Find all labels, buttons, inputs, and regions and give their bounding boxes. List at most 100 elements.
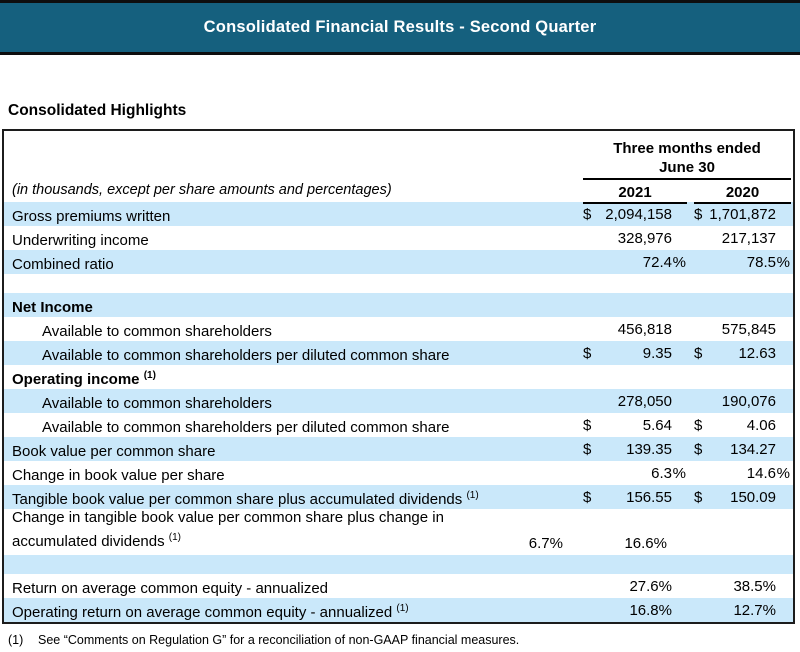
table-header: Three months ended June 30 2021 2020 (in… [4, 131, 793, 204]
row-label: Tangible book value per common share plu… [4, 486, 583, 509]
row-label-text: Tangible book value per common share plu… [12, 490, 463, 508]
value-text: 156.55 [626, 488, 672, 506]
row-label-text: Return on average common equity - annual… [12, 579, 329, 597]
row-label-text: Available to common shareholders per dil… [42, 346, 450, 364]
value-2021: 278,050 [583, 393, 687, 410]
period-header: Three months ended June 30 2021 2020 [583, 131, 791, 204]
footnote-ref: (1) [143, 369, 156, 381]
row-label: Underwriting income [4, 227, 583, 250]
value-text: 2,094,158 [605, 205, 672, 223]
section-label: Operating income (1) [4, 366, 791, 389]
dollar-sign: $ [694, 416, 703, 434]
value-2021: 456,818 [583, 321, 687, 338]
table-row: Combined ratio 72.4% 78.5% [4, 250, 793, 274]
section-row: Net Income [4, 293, 793, 317]
title-banner: Consolidated Financial Results - Second … [0, 0, 800, 55]
value-text: 12.7% [733, 601, 776, 619]
section-heading: Consolidated Highlights [8, 102, 187, 119]
value-2020: $4.06 [694, 417, 791, 434]
value-text: 278,050 [617, 392, 672, 410]
period-line-1: Three months ended [613, 140, 761, 157]
percent-sign: % [672, 253, 686, 271]
value-text: 12.63 [738, 344, 776, 362]
value-text: 134.27 [730, 440, 776, 458]
table-row: Tangible book value per common share plu… [4, 485, 793, 509]
value-text: 16.6% [624, 535, 667, 552]
value-text: 150.09 [730, 488, 776, 506]
value-text: 217,137 [721, 229, 776, 247]
row-label-text: Combined ratio [12, 255, 114, 273]
value-2020: 575,845 [694, 321, 791, 338]
row-label-text: Change in tangible book value per common… [12, 509, 444, 550]
value-text: 27.6% [629, 577, 672, 595]
value-text: 1,701,872 [709, 205, 776, 223]
value-2021: $9.35 [583, 345, 687, 362]
dollar-sign: $ [694, 344, 703, 362]
row-label: Gross premiums written [4, 203, 583, 226]
table-row: Book value per common share $139.35 $134… [4, 437, 793, 461]
row-label: Available to common shareholders per dil… [4, 414, 583, 437]
value-2020: 14.6% [694, 465, 791, 482]
value-text: 16.8% [629, 601, 672, 619]
value-text: 72.4 [642, 253, 672, 271]
value-2021: $139.35 [583, 441, 687, 458]
row-label: Book value per common share [4, 438, 583, 461]
table-row: Available to common shareholders 456,818… [4, 317, 793, 341]
dollar-sign: $ [583, 416, 592, 434]
value-2020: 38.5% [694, 578, 791, 595]
column-header-2020: 2020 [694, 180, 791, 204]
value-text: 6.3 [651, 464, 672, 482]
value-2020: $1,701,872 [694, 206, 791, 223]
value-2021: $2,094,158 [583, 206, 687, 223]
financial-highlights-table: Three months ended June 30 2021 2020 (in… [2, 129, 795, 624]
row-label-text: Available to common shareholders per dil… [42, 418, 450, 436]
value-text: 14.6 [746, 464, 776, 482]
row-label-text: Available to common shareholders [42, 394, 272, 412]
period-header-text: Three months ended June 30 [583, 131, 791, 180]
value-2021: 328,976 [583, 230, 687, 247]
table-row: Gross premiums written $2,094,158 $1,701… [4, 202, 793, 226]
row-label-text: Gross premiums written [12, 207, 171, 225]
year-columns: 2021 2020 [583, 180, 791, 204]
value-2021: $156.55 [583, 489, 687, 506]
dollar-sign: $ [583, 488, 592, 506]
value-text: 190,076 [721, 392, 776, 410]
column-header-2021: 2021 [583, 180, 687, 204]
value-text: 5.64 [642, 416, 672, 434]
table-row: Available to common shareholders 278,050… [4, 389, 793, 413]
table-row: Underwriting income 328,976 217,137 [4, 226, 793, 250]
value-2021: 27.6% [583, 578, 687, 595]
value-text: 78.5 [746, 253, 776, 271]
value-2020: 217,137 [694, 230, 791, 247]
percent-sign: % [776, 464, 790, 482]
footnote-text: See “Comments on Regulation G” for a rec… [38, 633, 520, 647]
section-label-text: Operating income [12, 370, 140, 388]
value-text: 4.06 [746, 416, 776, 434]
period-line-2: June 30 [659, 159, 715, 176]
value-2021: $5.64 [583, 417, 687, 434]
value-2021: 6.3% [583, 465, 687, 482]
value-2020: 190,076 [694, 393, 791, 410]
dollar-sign: $ [583, 205, 592, 223]
row-label-text: Change in book value per share [12, 466, 225, 484]
value-2020: 78.5% [694, 254, 791, 271]
row-label: Change in book value per share [4, 462, 583, 485]
value-text: 6.7% [528, 535, 563, 552]
row-label: Available to common shareholders [4, 390, 583, 413]
table-row: Change in book value per share 6.3% 14.6… [4, 461, 793, 485]
value-2020: $150.09 [694, 489, 791, 506]
row-label: Combined ratio [4, 251, 583, 274]
row-label: Available to common shareholders [4, 318, 583, 341]
percent-sign: % [672, 464, 686, 482]
value-2021: 72.4% [583, 254, 687, 271]
spacer-row [4, 274, 793, 293]
row-label: Operating return on average common equit… [4, 599, 583, 622]
row-label-text: Available to common shareholders [42, 322, 272, 340]
value-2021: 6.7% [474, 535, 578, 552]
value-2020: $12.63 [694, 345, 791, 362]
value-text: 456,818 [617, 320, 672, 338]
value-text: 328,976 [617, 229, 672, 247]
row-label-text: Book value per common share [12, 442, 216, 460]
section-row: Operating income (1) [4, 365, 793, 389]
percent-sign: % [776, 253, 790, 271]
